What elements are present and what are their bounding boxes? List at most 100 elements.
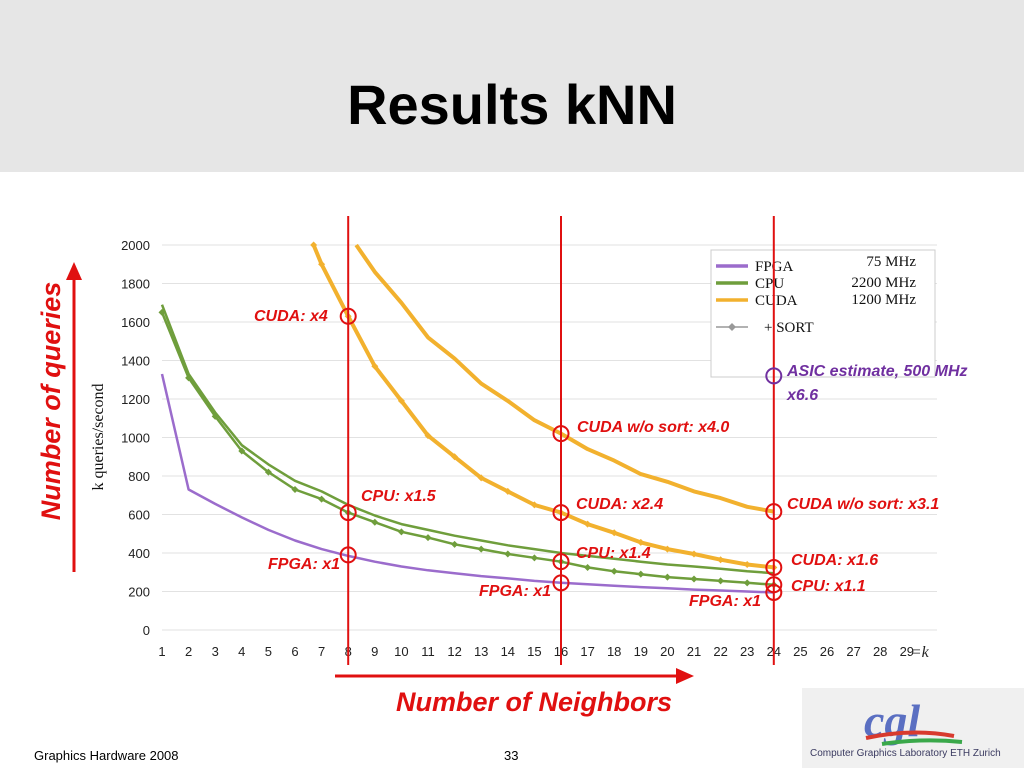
series-point-cuda	[690, 550, 698, 558]
x-tick-label: 23	[740, 644, 754, 659]
series-point-cuda	[310, 241, 318, 249]
legend-clock: 2200 MHz	[851, 275, 916, 291]
y-tick-label: 800	[128, 469, 150, 484]
y-tick-label: 1400	[121, 354, 150, 369]
series-point-cpu	[264, 468, 272, 476]
x-tick-label: 11	[421, 644, 435, 659]
annotation-label: CPU: x1.1	[791, 578, 866, 595]
x-axis-suffix: =k	[911, 644, 930, 661]
annotation-label: CUDA: x4	[254, 308, 328, 325]
series-point-cpu	[637, 570, 645, 578]
y-tick-label: 200	[128, 585, 150, 600]
legend-clock: 75 MHz	[866, 254, 916, 270]
footer-conference: Graphics Hardware 2008	[34, 748, 179, 763]
series-point-cpu	[743, 579, 751, 587]
x-tick-label: 26	[820, 644, 834, 659]
series-line-fpga	[160, 373, 774, 594]
legend-label: + SORT	[764, 320, 814, 336]
series-point-cpu	[397, 528, 405, 536]
highlight-circle	[339, 504, 357, 522]
series-point-cpu	[185, 374, 193, 382]
highlight-circle	[765, 367, 783, 385]
series-point-cpu	[158, 308, 166, 316]
y-tick-label: 1800	[121, 277, 150, 292]
x-tick-label: 27	[846, 644, 860, 659]
x-tick-label: 9	[371, 644, 378, 659]
series-point-cuda	[424, 432, 432, 440]
highlight-circle	[552, 553, 570, 571]
series-point-cpu	[318, 495, 326, 503]
page-number: 33	[504, 748, 519, 763]
annotation-label: ASIC estimate, 500 MHz	[786, 363, 968, 380]
highlight-circle	[552, 504, 570, 522]
x-tick-label: 29	[900, 644, 914, 659]
series-point-cuda	[663, 545, 671, 553]
x-tick-label: 5	[265, 644, 272, 659]
legend-label: CUDA	[755, 293, 798, 309]
series-point-cuda	[477, 474, 485, 482]
annotation-label: CPU: x1.5	[361, 488, 437, 505]
x-tick-label: 13	[474, 644, 488, 659]
x-tick-label: 18	[607, 644, 621, 659]
highlight-circle	[765, 576, 783, 594]
legend-clock: 1200 MHz	[851, 292, 916, 308]
outer-x-label: Number of Neighbors	[396, 687, 672, 717]
highlight-circle	[552, 574, 570, 592]
series-point-cpu	[238, 447, 246, 455]
series-point-cpu	[690, 575, 698, 583]
series-point-cpu	[451, 540, 459, 548]
series-point-cpu	[717, 577, 725, 585]
cgl-logo: cgl Computer Graphics Laboratory ETH Zur…	[802, 688, 1024, 768]
logo-caption: Computer Graphics Laboratory ETH Zurich	[810, 748, 1001, 759]
x-tick-label: 7	[318, 644, 325, 659]
highlight-circle	[339, 546, 357, 564]
series-point-cuda	[637, 538, 645, 546]
series-line-cpu	[160, 304, 774, 575]
series-point-cuda	[318, 260, 326, 268]
annotation-label: x6.6	[786, 387, 818, 404]
annotation-label: CUDA: x1.6	[791, 552, 878, 569]
x-tick-label: 20	[660, 644, 674, 659]
legend-box	[710, 249, 936, 378]
x-tick-label: 10	[394, 644, 408, 659]
outer-y-label: Number of queries	[36, 282, 66, 521]
highlight-circle	[765, 558, 783, 576]
slide-title: Results kNN	[347, 73, 677, 136]
y-tick-label: 1200	[121, 392, 150, 407]
series-point-cpu	[584, 563, 592, 571]
x-tick-label: 21	[687, 644, 701, 659]
x-tick-label: 3	[212, 644, 219, 659]
series-point-cpu	[610, 567, 618, 575]
y-arrow-head	[66, 262, 82, 280]
x-tick-label: 22	[713, 644, 727, 659]
legend-marker	[728, 323, 736, 331]
series-point-cpu	[530, 554, 538, 562]
y-tick-label: 400	[128, 546, 150, 561]
series-point-cpu	[663, 573, 671, 581]
annotation-label: CUDA: x2.4	[576, 496, 663, 513]
x-tick-label: 14	[501, 644, 515, 659]
highlight-circle	[339, 307, 357, 325]
x-tick-label: 12	[447, 644, 461, 659]
series-point-cuda	[743, 561, 751, 569]
y-tick-label: 1000	[121, 431, 150, 446]
series-point-cpu	[291, 485, 299, 493]
highlight-circle	[765, 583, 783, 601]
annotation-label: CUDA w/o sort: x4.0	[577, 419, 729, 436]
x-tick-label: 28	[873, 644, 887, 659]
cgl-logo-mark: cgl	[864, 695, 963, 746]
x-tick-label: 25	[793, 644, 807, 659]
series-point-cuda	[584, 520, 592, 528]
series-point-cpu	[477, 545, 485, 553]
legend-label: CPU	[755, 276, 784, 292]
x-tick-label: 15	[527, 644, 541, 659]
title-band	[0, 0, 1024, 172]
series-point-cuda	[717, 556, 725, 564]
series-point-cuda	[610, 529, 618, 537]
y-tick-label: 600	[128, 508, 150, 523]
series-point-cuda	[530, 501, 538, 509]
annotation-label: FPGA: x1	[479, 583, 551, 600]
x-tick-label: 4	[238, 644, 245, 659]
series-point-cuda	[451, 453, 459, 461]
